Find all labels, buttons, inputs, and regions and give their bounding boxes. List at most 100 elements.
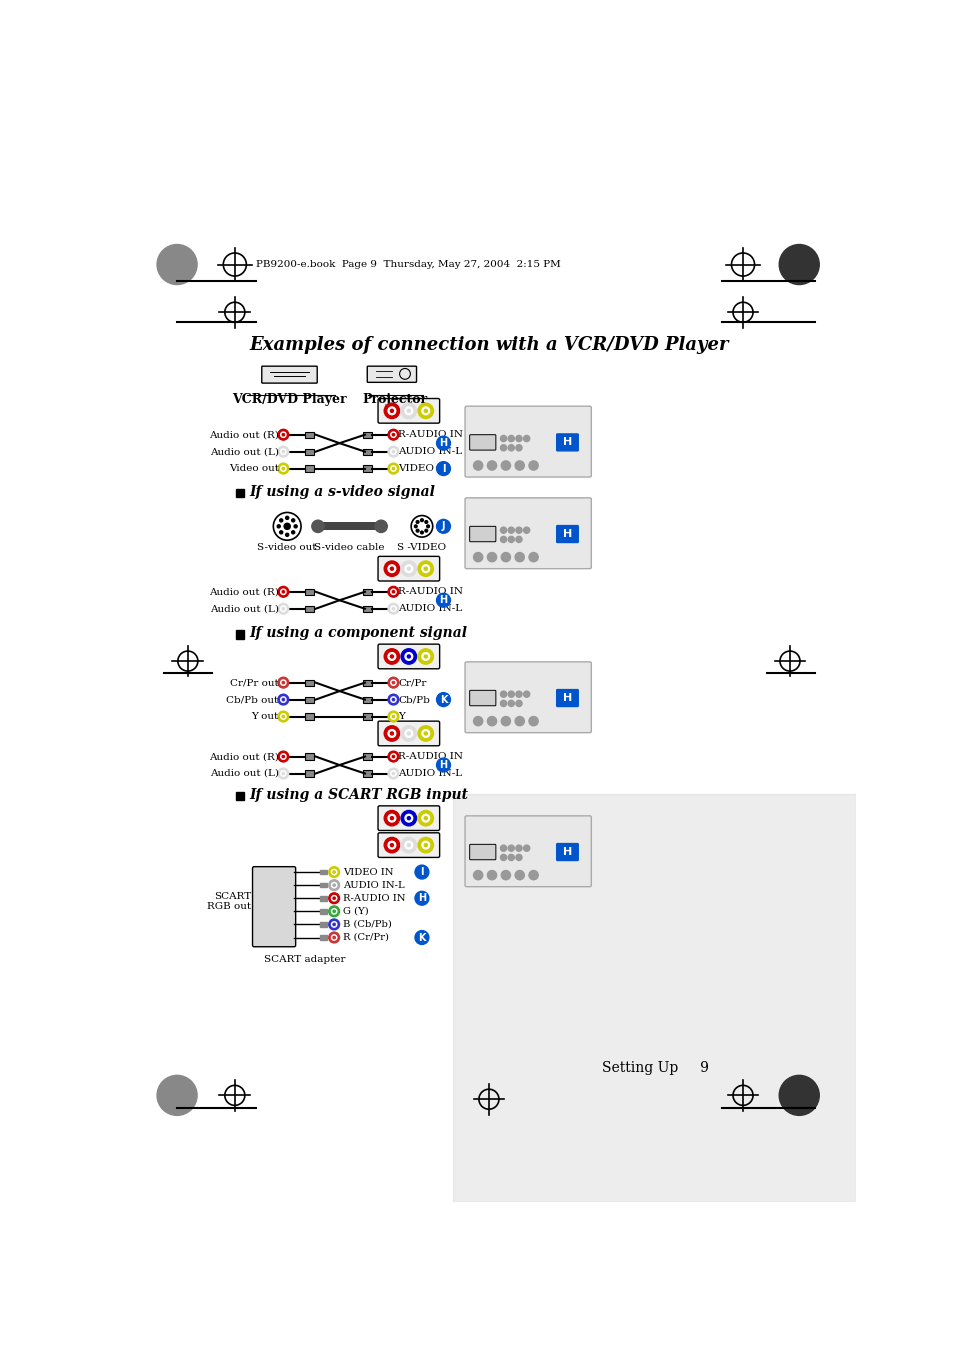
- Bar: [235, 631, 244, 639]
- Bar: [305, 697, 314, 703]
- Text: I: I: [419, 867, 423, 877]
- Circle shape: [282, 608, 284, 609]
- Circle shape: [392, 698, 395, 701]
- Text: H: H: [562, 438, 572, 447]
- Circle shape: [473, 461, 482, 470]
- Circle shape: [157, 1075, 197, 1116]
- Text: H: H: [417, 893, 426, 904]
- Circle shape: [388, 711, 398, 721]
- Circle shape: [516, 692, 521, 697]
- Circle shape: [280, 697, 286, 703]
- Circle shape: [523, 692, 529, 697]
- Circle shape: [331, 921, 336, 927]
- Circle shape: [500, 527, 506, 534]
- Circle shape: [523, 435, 529, 442]
- Circle shape: [528, 553, 537, 562]
- Circle shape: [400, 725, 416, 742]
- Circle shape: [277, 751, 289, 762]
- Bar: [362, 466, 372, 471]
- Circle shape: [282, 467, 284, 470]
- Bar: [320, 896, 327, 901]
- Circle shape: [424, 567, 427, 570]
- Circle shape: [388, 653, 395, 661]
- Text: Audio out (R): Audio out (R): [209, 588, 278, 596]
- Circle shape: [285, 516, 289, 519]
- Text: SCART
RGB out: SCART RGB out: [207, 892, 251, 911]
- Bar: [362, 431, 372, 438]
- Circle shape: [329, 919, 339, 929]
- Circle shape: [407, 843, 410, 847]
- Circle shape: [417, 403, 433, 419]
- Circle shape: [421, 565, 429, 573]
- FancyBboxPatch shape: [377, 721, 439, 746]
- Circle shape: [405, 842, 413, 848]
- Circle shape: [508, 527, 514, 534]
- Circle shape: [500, 870, 510, 880]
- Circle shape: [508, 536, 514, 543]
- Circle shape: [436, 519, 450, 534]
- FancyBboxPatch shape: [377, 805, 439, 831]
- FancyBboxPatch shape: [557, 843, 578, 861]
- Circle shape: [331, 909, 336, 915]
- Bar: [305, 466, 314, 471]
- Circle shape: [515, 553, 524, 562]
- Text: Cb/Pb out: Cb/Pb out: [226, 694, 278, 704]
- FancyBboxPatch shape: [464, 662, 591, 732]
- Circle shape: [279, 519, 282, 521]
- Circle shape: [424, 655, 427, 658]
- FancyBboxPatch shape: [557, 689, 578, 707]
- Text: If using a component signal: If using a component signal: [249, 627, 467, 640]
- Circle shape: [375, 520, 387, 532]
- Bar: [320, 909, 327, 913]
- Circle shape: [280, 754, 286, 759]
- Bar: [362, 770, 372, 777]
- FancyBboxPatch shape: [464, 407, 591, 477]
- Circle shape: [436, 758, 450, 771]
- Text: If using a SCART RGB input: If using a SCART RGB input: [249, 788, 468, 802]
- Circle shape: [436, 693, 450, 707]
- Text: Setting Up     9: Setting Up 9: [601, 1061, 708, 1074]
- Text: AUDIO IN-L: AUDIO IN-L: [397, 769, 461, 778]
- Circle shape: [388, 586, 398, 597]
- Circle shape: [331, 935, 336, 940]
- Circle shape: [384, 811, 399, 825]
- Text: Projector: Projector: [362, 393, 427, 407]
- Circle shape: [426, 526, 429, 528]
- Circle shape: [280, 713, 286, 719]
- FancyBboxPatch shape: [557, 434, 578, 451]
- Circle shape: [415, 931, 429, 944]
- Circle shape: [312, 520, 324, 532]
- Circle shape: [333, 871, 335, 873]
- Circle shape: [333, 897, 335, 900]
- Bar: [235, 792, 244, 800]
- Circle shape: [279, 531, 282, 534]
- Circle shape: [500, 461, 510, 470]
- Circle shape: [388, 677, 398, 688]
- Circle shape: [392, 590, 395, 593]
- Circle shape: [392, 773, 395, 774]
- FancyBboxPatch shape: [377, 557, 439, 581]
- Circle shape: [391, 754, 395, 759]
- Circle shape: [516, 435, 521, 442]
- Circle shape: [405, 815, 413, 821]
- Circle shape: [329, 932, 339, 943]
- Text: S -VIDEO: S -VIDEO: [397, 543, 446, 553]
- Circle shape: [400, 838, 416, 852]
- Circle shape: [473, 716, 482, 725]
- Circle shape: [391, 589, 395, 594]
- Circle shape: [417, 811, 433, 825]
- Bar: [305, 449, 314, 455]
- Circle shape: [405, 653, 413, 661]
- Text: G (Y): G (Y): [342, 907, 368, 916]
- Circle shape: [405, 407, 413, 415]
- FancyBboxPatch shape: [253, 867, 295, 947]
- Circle shape: [500, 536, 506, 543]
- Circle shape: [390, 655, 393, 658]
- Text: PB9200-e.book  Page 9  Thursday, May 27, 2004  2:15 PM: PB9200-e.book Page 9 Thursday, May 27, 2…: [256, 259, 560, 269]
- Circle shape: [500, 444, 506, 451]
- Bar: [453, 793, 856, 1202]
- Circle shape: [333, 936, 335, 939]
- Circle shape: [280, 449, 286, 454]
- Circle shape: [384, 403, 399, 419]
- Circle shape: [329, 907, 339, 917]
